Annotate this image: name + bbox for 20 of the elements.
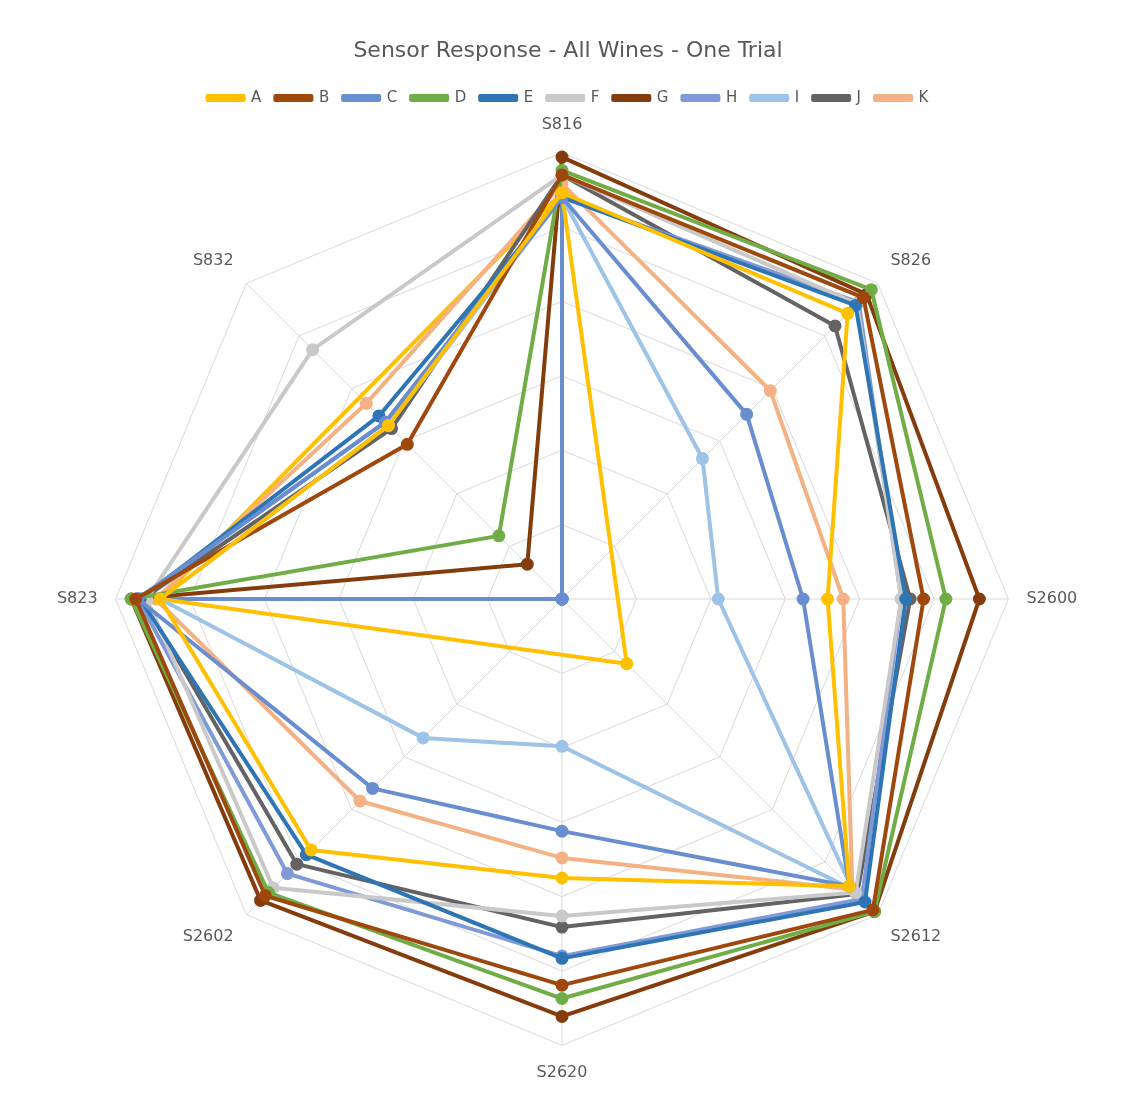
legend-label: H <box>725 87 738 106</box>
legend-label: D <box>454 87 467 106</box>
legend-label: A <box>251 87 263 106</box>
legend-label: E <box>523 87 534 106</box>
chart-title: Sensor Response - All Wines - One Trial <box>353 36 783 62</box>
legend-label: C <box>386 87 398 106</box>
legend-label: G <box>656 87 669 106</box>
spoke-label: S826 <box>890 250 932 270</box>
spoke-label: S2620 <box>536 1062 588 1082</box>
legend-label: F <box>590 87 600 106</box>
spoke-label: S816 <box>541 114 583 134</box>
spoke-label: S832 <box>192 250 234 270</box>
legend-label: B <box>318 87 330 106</box>
spoke-label: S2600 <box>1026 588 1078 608</box>
spoke-label: S823 <box>56 588 98 608</box>
spoke-label: S2602 <box>182 926 234 946</box>
legend-label: K <box>918 87 930 106</box>
legend-label: I <box>794 87 800 106</box>
spoke-label: S2612 <box>890 926 942 946</box>
legend-label: J <box>855 87 862 106</box>
